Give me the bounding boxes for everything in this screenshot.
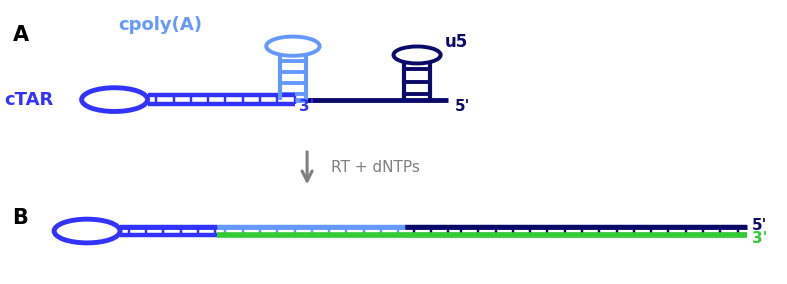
- Bar: [405, 227, 453, 235]
- Text: cTAR: cTAR: [5, 91, 54, 108]
- Text: 3': 3': [752, 231, 767, 246]
- Bar: [216, 227, 405, 235]
- Text: 3': 3': [299, 99, 315, 114]
- Text: A: A: [13, 25, 28, 45]
- Text: 5': 5': [455, 99, 470, 114]
- Bar: [148, 95, 295, 104]
- Bar: [120, 227, 216, 235]
- Text: RT + dNTPs: RT + dNTPs: [331, 160, 419, 175]
- Text: cpoly(A): cpoly(A): [119, 16, 202, 34]
- Bar: [404, 63, 430, 100]
- Text: B: B: [13, 208, 28, 228]
- Bar: [453, 227, 747, 235]
- Bar: [279, 56, 306, 100]
- Text: 5': 5': [752, 218, 767, 233]
- Text: u5: u5: [445, 33, 467, 51]
